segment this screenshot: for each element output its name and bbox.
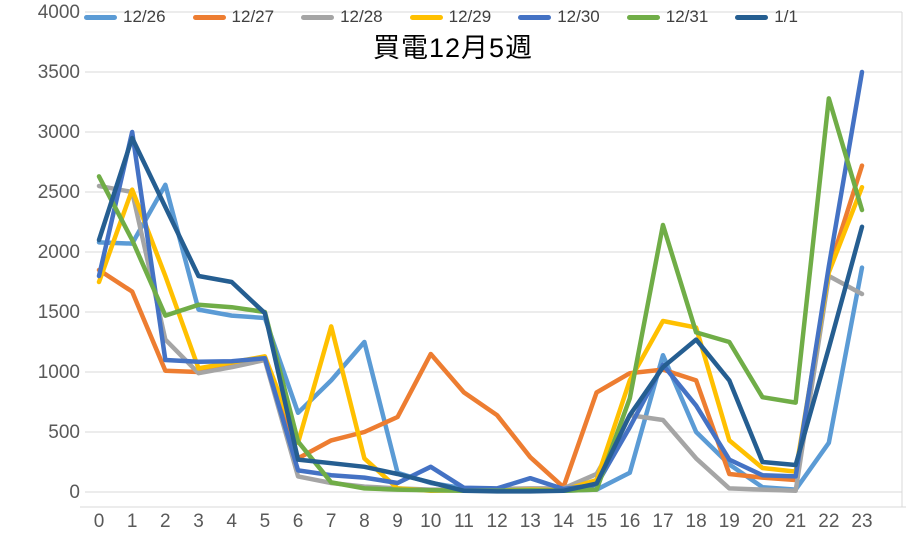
y-tick-label-500: 500	[48, 422, 80, 443]
x-tick-label-17: 17	[652, 511, 673, 532]
legend-label-12/31: 12/31	[665, 7, 709, 26]
y-tick-label-3000: 3000	[38, 122, 80, 143]
legend-item-12/28[interactable]: 12/28	[301, 6, 383, 28]
legend-item-12/27[interactable]: 12/27	[192, 6, 275, 28]
legend-swatch-12/31	[626, 14, 660, 20]
legend-label-1/1: 1/1	[774, 7, 798, 26]
series-line-12/29[interactable]	[96, 184, 865, 494]
legend-label-12/28: 12/28	[340, 7, 383, 26]
x-tick-label-5: 5	[260, 511, 271, 532]
x-tick-label-9: 9	[392, 511, 403, 532]
legend-label-12/27: 12/27	[231, 7, 275, 26]
y-tick-label-0: 0	[69, 482, 80, 503]
x-tick-label-14: 14	[553, 511, 575, 532]
legend-item-12/26[interactable]: 12/26	[84, 6, 166, 28]
x-tick-label-1: 1	[127, 511, 138, 532]
x-tick-label-8: 8	[359, 511, 370, 532]
y-tick-label-1000: 1000	[38, 362, 80, 383]
legend-swatch-1/1	[735, 14, 769, 20]
x-tick-label-11: 11	[454, 511, 474, 532]
legend-swatch-12/28	[301, 14, 335, 20]
legend-label-12/29: 12/29	[448, 7, 492, 26]
x-tick-label-0: 0	[94, 511, 105, 532]
y-tick-label-2000: 2000	[38, 242, 80, 263]
x-tick-label-7: 7	[326, 511, 337, 532]
legend-swatch-12/30	[518, 14, 552, 20]
series-line-12/27[interactable]	[96, 163, 865, 490]
x-tick-label-19: 19	[719, 511, 740, 532]
x-tick-label-6: 6	[293, 511, 304, 532]
y-tick-label-4000: 4000	[38, 2, 80, 23]
series-line-12/30[interactable]	[96, 69, 865, 492]
legend-label-12/26: 12/26	[123, 7, 166, 26]
legend-label-12/30: 12/30	[557, 7, 600, 26]
x-tick-label-13: 13	[520, 511, 541, 532]
x-tick-label-20: 20	[752, 511, 773, 532]
x-tick-label-2: 2	[160, 511, 171, 532]
legend-item-12/29[interactable]: 12/29	[409, 6, 492, 28]
x-tick-label-18: 18	[686, 511, 707, 532]
legend-swatch-12/29	[409, 14, 443, 20]
x-tick-label-15: 15	[586, 511, 607, 532]
y-tick-label-2500: 2500	[38, 182, 80, 203]
series-line-12/28[interactable]	[96, 183, 865, 494]
legend-item-12/30[interactable]: 12/30	[518, 6, 600, 28]
series-line-1/1[interactable]	[96, 135, 865, 494]
series-line-12/26[interactable]	[96, 182, 865, 494]
x-tick-label-22: 22	[818, 511, 839, 532]
legend-item-12/31[interactable]: 12/31	[626, 6, 709, 28]
y-tick-label-3500: 3500	[38, 62, 80, 83]
x-tick-label-10: 10	[420, 511, 441, 532]
legend-item-1/1[interactable]: 1/1	[735, 6, 798, 28]
x-tick-label-4: 4	[226, 511, 237, 532]
chart-title[interactable]: 買電12月5週	[372, 33, 534, 63]
legend-swatch-12/27	[192, 14, 226, 20]
x-tick-label-3: 3	[193, 511, 204, 532]
x-tick-label-12: 12	[487, 511, 508, 532]
x-tick-label-16: 16	[619, 511, 640, 532]
y-tick-label-1500: 1500	[38, 302, 80, 323]
x-tick-label-21: 21	[785, 511, 806, 532]
x-tick-label-23: 23	[851, 511, 872, 532]
chart-legend: 12/26 12/27 12/28 12/29 12/30 12/31 1/1	[84, 6, 825, 28]
legend-swatch-12/26	[84, 14, 117, 20]
